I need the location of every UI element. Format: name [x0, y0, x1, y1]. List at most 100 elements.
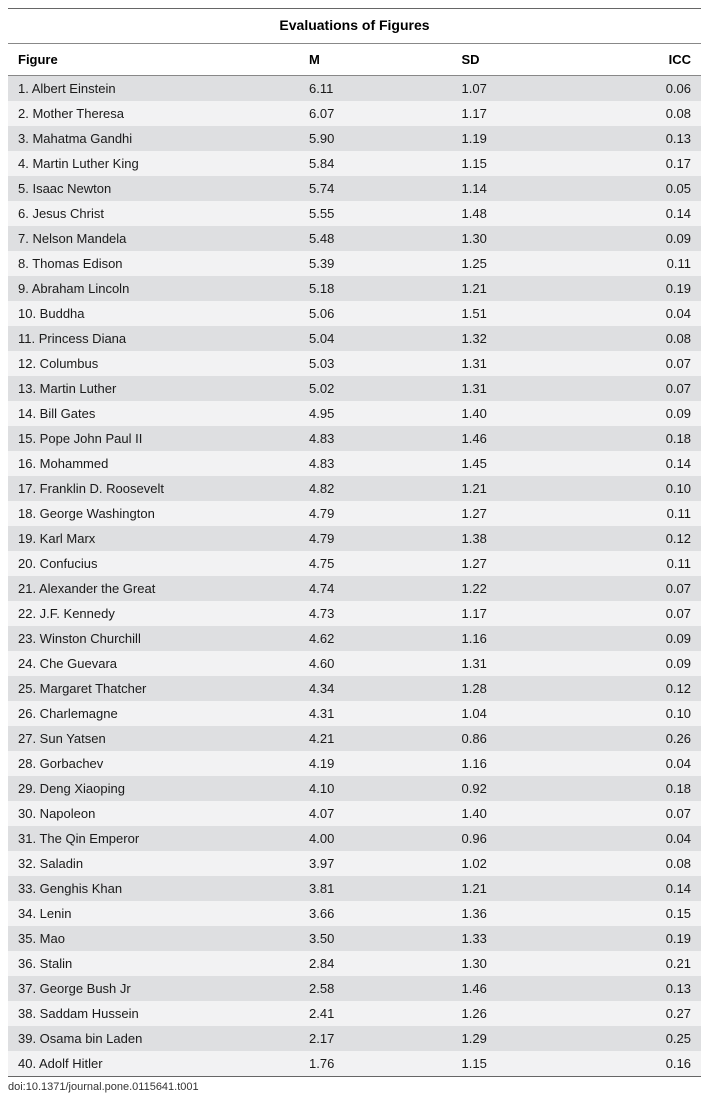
- cell-icc: 0.04: [604, 301, 701, 326]
- cell-m: 2.17: [299, 1026, 451, 1051]
- cell-icc: 0.14: [604, 876, 701, 901]
- cell-m: 3.81: [299, 876, 451, 901]
- cell-figure: 29. Deng Xiaoping: [8, 776, 299, 801]
- header-row: Figure M SD ICC: [8, 44, 701, 76]
- cell-figure: 35. Mao: [8, 926, 299, 951]
- cell-sd: 1.21: [452, 876, 604, 901]
- evaluations-table: Figure M SD ICC 1. Albert Einstein6.111.…: [8, 44, 701, 1076]
- cell-m: 4.19: [299, 751, 451, 776]
- cell-icc: 0.18: [604, 776, 701, 801]
- cell-icc: 0.11: [604, 501, 701, 526]
- cell-sd: 1.46: [452, 976, 604, 1001]
- cell-sd: 1.04: [452, 701, 604, 726]
- cell-icc: 0.21: [604, 951, 701, 976]
- cell-m: 2.41: [299, 1001, 451, 1026]
- cell-m: 4.83: [299, 451, 451, 476]
- cell-sd: 0.92: [452, 776, 604, 801]
- cell-figure: 32. Saladin: [8, 851, 299, 876]
- cell-m: 4.75: [299, 551, 451, 576]
- table-row: 39. Osama bin Laden2.171.290.25: [8, 1026, 701, 1051]
- cell-m: 5.39: [299, 251, 451, 276]
- cell-m: 5.02: [299, 376, 451, 401]
- cell-m: 4.83: [299, 426, 451, 451]
- table-body: 1. Albert Einstein6.111.070.062. Mother …: [8, 76, 701, 1077]
- cell-icc: 0.09: [604, 651, 701, 676]
- table-row: 29. Deng Xiaoping4.100.920.18: [8, 776, 701, 801]
- cell-sd: 1.15: [452, 1051, 604, 1076]
- cell-figure: 21. Alexander the Great: [8, 576, 299, 601]
- cell-icc: 0.13: [604, 126, 701, 151]
- cell-icc: 0.14: [604, 201, 701, 226]
- cell-figure: 15. Pope John Paul II: [8, 426, 299, 451]
- table-row: 8. Thomas Edison5.391.250.11: [8, 251, 701, 276]
- cell-m: 4.82: [299, 476, 451, 501]
- cell-m: 4.21: [299, 726, 451, 751]
- table-row: 11. Princess Diana5.041.320.08: [8, 326, 701, 351]
- cell-sd: 1.22: [452, 576, 604, 601]
- cell-m: 6.11: [299, 76, 451, 102]
- cell-m: 3.97: [299, 851, 451, 876]
- cell-m: 4.73: [299, 601, 451, 626]
- cell-figure: 18. George Washington: [8, 501, 299, 526]
- cell-sd: 0.86: [452, 726, 604, 751]
- table-row: 19. Karl Marx4.791.380.12: [8, 526, 701, 551]
- table-row: 16. Mohammed4.831.450.14: [8, 451, 701, 476]
- cell-sd: 1.48: [452, 201, 604, 226]
- cell-icc: 0.25: [604, 1026, 701, 1051]
- cell-icc: 0.16: [604, 1051, 701, 1076]
- table-row: 38. Saddam Hussein2.411.260.27: [8, 1001, 701, 1026]
- cell-figure: 38. Saddam Hussein: [8, 1001, 299, 1026]
- table-row: 14. Bill Gates4.951.400.09: [8, 401, 701, 426]
- table-row: 20. Confucius4.751.270.11: [8, 551, 701, 576]
- cell-m: 4.60: [299, 651, 451, 676]
- cell-icc: 0.08: [604, 101, 701, 126]
- cell-figure: 39. Osama bin Laden: [8, 1026, 299, 1051]
- table-row: 33. Genghis Khan3.811.210.14: [8, 876, 701, 901]
- cell-figure: 9. Abraham Lincoln: [8, 276, 299, 301]
- cell-sd: 1.26: [452, 1001, 604, 1026]
- cell-figure: 16. Mohammed: [8, 451, 299, 476]
- cell-figure: 1. Albert Einstein: [8, 76, 299, 102]
- table-row: 25. Margaret Thatcher4.341.280.12: [8, 676, 701, 701]
- cell-sd: 1.27: [452, 501, 604, 526]
- cell-figure: 20. Confucius: [8, 551, 299, 576]
- cell-figure: 26. Charlemagne: [8, 701, 299, 726]
- table-row: 27. Sun Yatsen4.210.860.26: [8, 726, 701, 751]
- cell-sd: 1.21: [452, 276, 604, 301]
- header-figure: Figure: [8, 44, 299, 76]
- table-row: 36. Stalin2.841.300.21: [8, 951, 701, 976]
- cell-sd: 1.27: [452, 551, 604, 576]
- cell-sd: 1.30: [452, 226, 604, 251]
- table-row: 21. Alexander the Great4.741.220.07: [8, 576, 701, 601]
- cell-icc: 0.08: [604, 326, 701, 351]
- cell-sd: 1.32: [452, 326, 604, 351]
- cell-m: 2.84: [299, 951, 451, 976]
- cell-m: 3.50: [299, 926, 451, 951]
- cell-m: 5.55: [299, 201, 451, 226]
- table-row: 34. Lenin3.661.360.15: [8, 901, 701, 926]
- cell-sd: 1.31: [452, 376, 604, 401]
- table-row: 40. Adolf Hitler1.761.150.16: [8, 1051, 701, 1076]
- cell-m: 5.84: [299, 151, 451, 176]
- table-row: 37. George Bush Jr2.581.460.13: [8, 976, 701, 1001]
- cell-icc: 0.10: [604, 476, 701, 501]
- doi-text: doi:10.1371/journal.pone.0115641.t001: [8, 1077, 701, 1093]
- cell-sd: 1.02: [452, 851, 604, 876]
- cell-icc: 0.10: [604, 701, 701, 726]
- table-row: 1. Albert Einstein6.111.070.06: [8, 76, 701, 102]
- cell-figure: 7. Nelson Mandela: [8, 226, 299, 251]
- cell-m: 4.74: [299, 576, 451, 601]
- cell-icc: 0.09: [604, 626, 701, 651]
- cell-icc: 0.05: [604, 176, 701, 201]
- cell-sd: 1.40: [452, 401, 604, 426]
- cell-sd: 1.17: [452, 101, 604, 126]
- table-row: 13. Martin Luther5.021.310.07: [8, 376, 701, 401]
- cell-sd: 0.96: [452, 826, 604, 851]
- cell-figure: 10. Buddha: [8, 301, 299, 326]
- cell-sd: 1.45: [452, 451, 604, 476]
- header-sd: SD: [452, 44, 604, 76]
- cell-icc: 0.19: [604, 926, 701, 951]
- cell-icc: 0.07: [604, 601, 701, 626]
- header-icc: ICC: [604, 44, 701, 76]
- cell-m: 1.76: [299, 1051, 451, 1076]
